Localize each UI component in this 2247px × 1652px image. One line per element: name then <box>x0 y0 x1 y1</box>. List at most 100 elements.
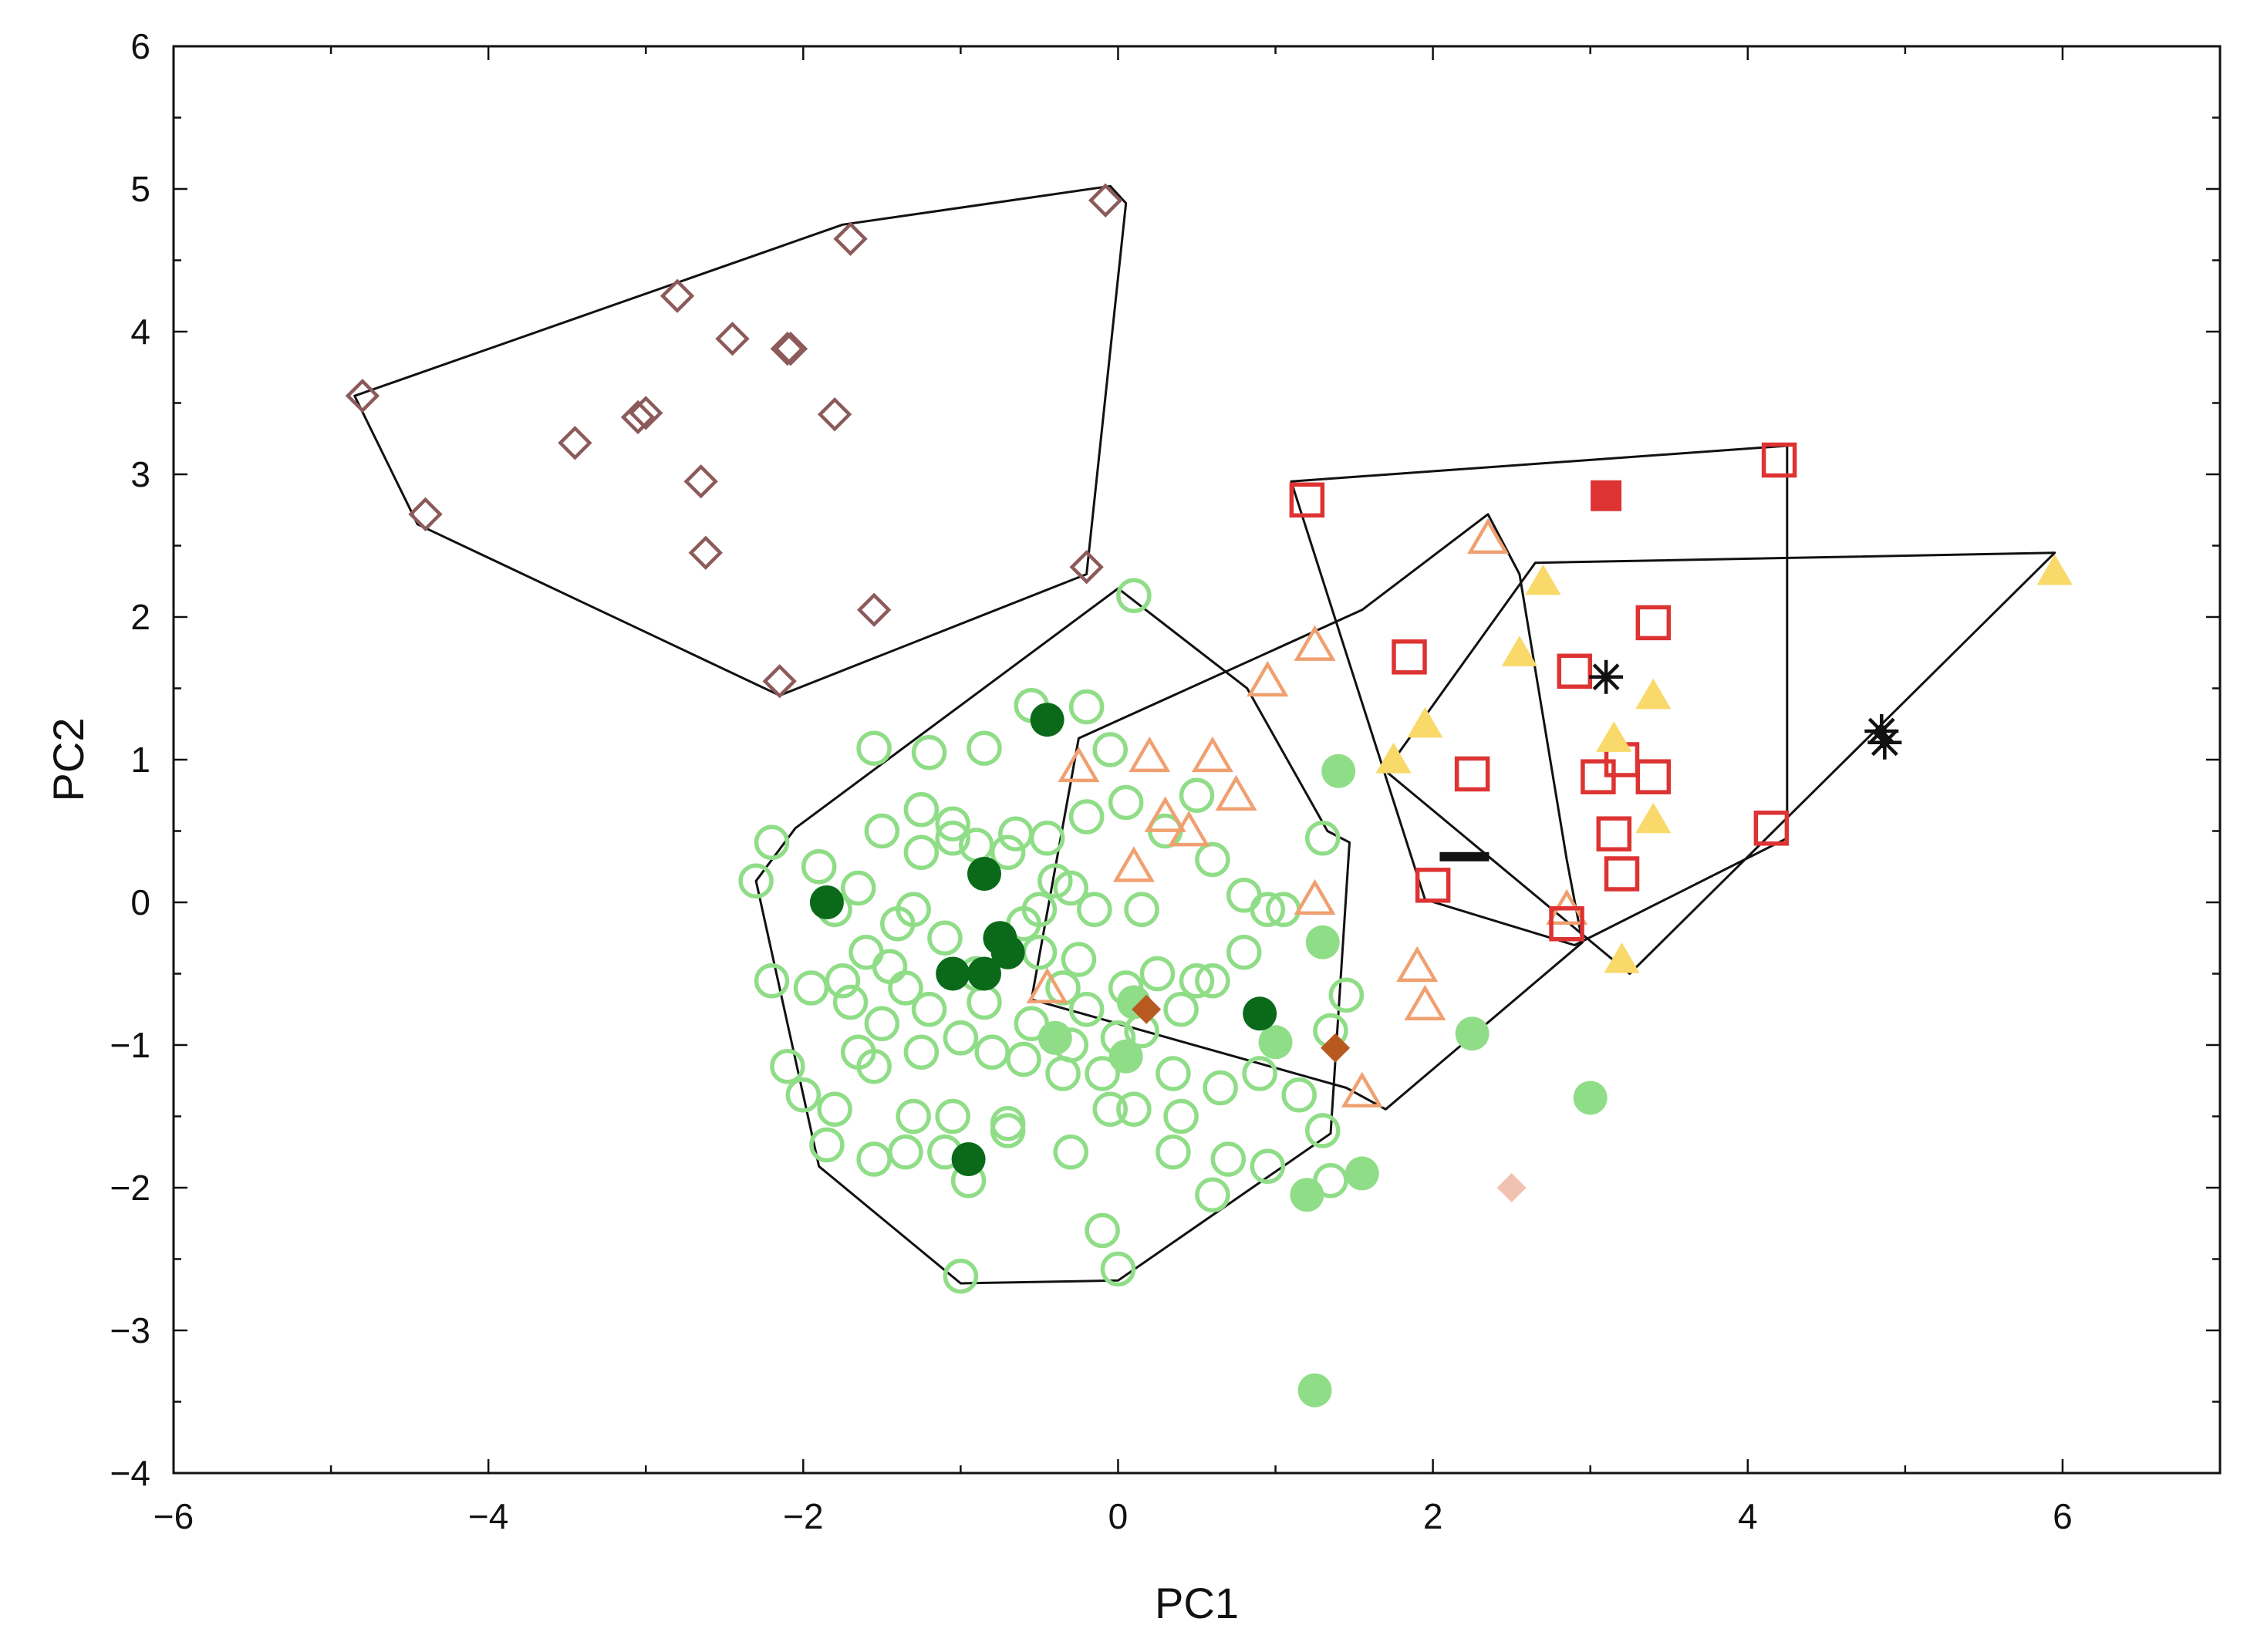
group-green-circle-open-point <box>1210 1141 1247 1177</box>
group-brown-diamond-open-point <box>629 396 663 430</box>
group-yellow-triangle-filled-point <box>1635 678 1672 710</box>
group-green-circle-open-point <box>809 1127 845 1163</box>
group-brown-diamond-open-point <box>856 592 892 627</box>
group-green-circle-darkfill-point <box>967 857 1001 891</box>
y-tick-label: −3 <box>110 1310 150 1350</box>
group-green-circle-open-point <box>1068 799 1105 834</box>
group-green-circle-open-point <box>1179 777 1215 813</box>
group-green-circle-open-point <box>1092 1091 1129 1127</box>
group-dash <box>1439 851 1490 861</box>
group-red-square-open-point <box>1761 442 1797 478</box>
x-tick-label: 0 <box>1108 1496 1129 1536</box>
group-green-circle-lightfill-point <box>1573 1081 1608 1115</box>
group-orange-triangle-open-point <box>1129 736 1171 773</box>
group-orange-triangle-open-point <box>1396 946 1439 983</box>
group-green-circle-open-point <box>903 834 940 870</box>
group-green-circle-open-point <box>1068 992 1105 1027</box>
group-green-circle-open-point <box>754 824 790 861</box>
group-brown-diamond-open-point <box>773 332 808 366</box>
group-green-circle-open-point <box>974 1034 1010 1070</box>
group-red-square-open-point <box>1635 605 1672 641</box>
group-green-circle-darkfill-point <box>967 956 1001 991</box>
group-green-circle-open-point <box>1100 1251 1136 1287</box>
group-green-circle-open-point <box>864 813 900 849</box>
group-dark-orange-diamond <box>1132 994 1351 1063</box>
group-green-circle-lightfill-point <box>1108 1039 1143 1074</box>
group-orange-triangle-open-point <box>1467 518 1510 555</box>
group-green-circle-open-point <box>967 984 1002 1020</box>
group-green-circle-open-point <box>770 1049 805 1084</box>
group-green-circle-open-point <box>864 1006 900 1041</box>
group-red-square-open-point <box>1392 639 1427 675</box>
group-green-circle-open-point <box>1068 689 1105 725</box>
group-green-circle-open-point <box>943 1020 979 1056</box>
group-green-circle-open-point <box>793 970 829 1006</box>
group-green-circle-open-point <box>1242 1056 1277 1091</box>
group-brown-diamond-open <box>345 183 1123 699</box>
group-green-circle-darkfill-point <box>951 1142 986 1176</box>
group-brown-diamond-open-point <box>817 397 852 432</box>
convex-hulls <box>353 184 2056 1285</box>
group-brown-diamond-open-point <box>770 332 805 366</box>
group-green-circle-open-point <box>888 970 923 1006</box>
x-tick-label: 6 <box>2053 1496 2073 1536</box>
y-tick-label: 3 <box>130 454 150 494</box>
group-green-circle-open-point <box>1053 870 1088 906</box>
group-green-circle-open-point <box>1085 1212 1120 1249</box>
group-green-circle-open-point <box>801 849 837 885</box>
group-orange-triangle-open-point <box>1168 811 1210 847</box>
group-green-circle-lightfill-point <box>1258 1025 1293 1060</box>
hull-orange <box>1030 513 1584 1111</box>
y-tick-label: −1 <box>110 1025 150 1065</box>
group-yellow-triangle-filled-point <box>1375 743 1412 774</box>
group-green-circle-open-point <box>1305 821 1341 856</box>
group-orange-triangle-open-point <box>1294 878 1336 915</box>
group-green-circle-open-point <box>1029 821 1065 856</box>
group-red-square-filled-point <box>1591 480 1622 511</box>
group-red-square-open-point <box>1753 811 1790 846</box>
y-tick-label: 6 <box>130 26 150 66</box>
group-orange-triangle-open-point <box>1247 660 1289 697</box>
group-green-circle-open-point <box>1156 1056 1191 1091</box>
y-tick-label: −2 <box>110 1168 150 1208</box>
group-red-square-open-point <box>1549 906 1584 942</box>
group-green-circle-open-point <box>1156 1134 1191 1170</box>
group-green-circle-open-point <box>911 735 947 770</box>
group-brown-diamond-open-point <box>660 278 695 313</box>
group-green-circle-open-point <box>935 1098 970 1134</box>
group-red-square-open-point <box>1596 816 1632 851</box>
group-red-square-open-point <box>1604 856 1640 892</box>
hull-brown <box>353 184 1128 697</box>
data-points <box>345 183 2073 1408</box>
group-green-circle-open-point <box>943 1258 979 1294</box>
group-green-circle-open-point <box>888 1134 923 1170</box>
group-green-circle-open-point <box>1226 878 1262 913</box>
group-green-circle-lightfill <box>1037 754 1608 1408</box>
group-green-circle-open-point <box>1250 1148 1286 1184</box>
hull-red <box>1290 444 1789 946</box>
group-red-square-open <box>1289 442 1797 942</box>
group-green-circle-darkfill-point <box>936 956 970 991</box>
hull-green <box>754 587 1351 1285</box>
group-brown-diamond-open-point <box>683 464 718 499</box>
group-orange-triangle-open-point <box>1404 984 1446 1021</box>
group-green-circle-open-point <box>1092 732 1129 767</box>
group-red-square-open-point <box>1454 756 1490 792</box>
group-red-square-open-point <box>1289 482 1325 518</box>
group-dash-point <box>1439 851 1490 861</box>
group-green-circle-open-point <box>738 863 774 898</box>
group-brown-diamond-open-point <box>688 535 723 570</box>
y-tick-label: 5 <box>130 169 150 209</box>
group-green-circle-open-point <box>935 806 970 841</box>
group-green-circle-open-point <box>1281 1077 1317 1113</box>
group-green-circle-open-point <box>856 730 892 766</box>
group-green-circle-open-point <box>754 963 790 999</box>
group-green-circle-open-point <box>935 821 970 856</box>
x-tick-label: −6 <box>154 1496 194 1536</box>
group-brown-diamond-open-point <box>558 426 592 460</box>
group-green-circle-lightfill-point <box>1297 1373 1332 1408</box>
group-green-circle-open-point <box>1226 935 1262 970</box>
group-green-circle-open-point <box>1139 956 1176 992</box>
